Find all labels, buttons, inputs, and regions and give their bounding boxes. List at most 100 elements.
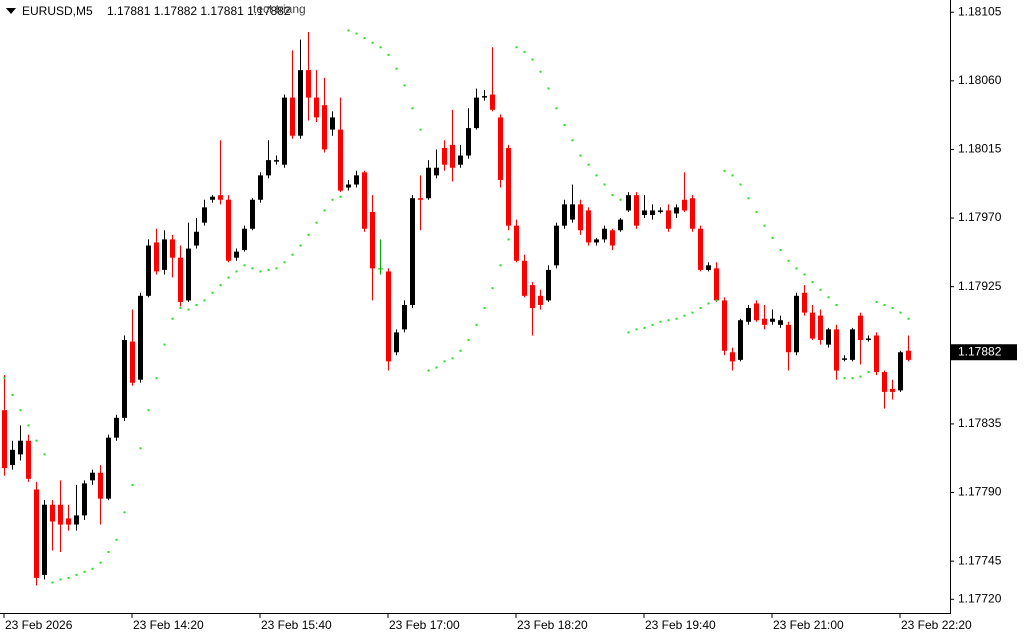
sar-dot	[811, 281, 814, 284]
sar-dot	[803, 273, 806, 276]
candle-body	[138, 295, 143, 380]
candle-body	[362, 172, 367, 229]
y-tick-label: 1.18015	[958, 142, 1002, 156]
sar-dot	[883, 303, 886, 306]
menu-arrow[interactable]	[6, 8, 16, 14]
sar-dot	[675, 317, 678, 320]
sar-dot	[491, 287, 494, 290]
sar-dot	[179, 307, 182, 310]
sar-dot	[483, 307, 486, 310]
sar-dot	[315, 221, 318, 224]
sar-dot	[603, 183, 606, 186]
candle-body	[810, 312, 815, 339]
sar-dot	[259, 270, 262, 273]
sar-dot	[163, 343, 166, 346]
x-tick-label: 23 Feb 21:00	[773, 618, 844, 632]
y-tick-label: 1.17745	[958, 553, 1002, 567]
sar-dot	[459, 349, 462, 352]
sar-dot	[859, 375, 862, 378]
y-tick-label: 1.17970	[958, 210, 1002, 224]
sar-dot	[899, 311, 902, 314]
sar-dot	[595, 174, 598, 177]
candle-body	[274, 160, 279, 162]
candle-body	[202, 207, 207, 223]
plot	[2, 29, 911, 586]
sar-dot	[587, 163, 590, 166]
sar-dot	[851, 377, 854, 380]
candle-body	[610, 230, 615, 246]
candle-body	[482, 96, 487, 98]
sar-dot	[555, 107, 558, 110]
sar-dot	[795, 267, 798, 270]
sar-dot	[195, 303, 198, 306]
y-tick-label: 1.18060	[958, 73, 1002, 87]
candle-body	[418, 198, 423, 200]
candle-body	[554, 225, 559, 266]
sar-dot	[395, 67, 398, 70]
sar-dot	[67, 576, 70, 579]
candle-body	[106, 437, 111, 499]
symbol: EURUSD,M5	[22, 4, 93, 18]
sar-dot	[275, 267, 278, 270]
sar-dot	[203, 299, 206, 302]
candle-body	[562, 204, 567, 226]
candle-body	[178, 257, 183, 302]
candle-body	[514, 225, 519, 261]
candle-body	[354, 175, 359, 185]
sar-dot	[451, 357, 454, 360]
candle-body	[186, 248, 191, 301]
sar-dot	[627, 331, 630, 334]
candle-body	[898, 352, 903, 391]
y-tick-label: 1.18105	[958, 4, 1002, 18]
candle-body	[450, 144, 455, 168]
sar-dot	[731, 174, 734, 177]
sar-dot	[739, 183, 742, 186]
candle-body	[122, 340, 127, 418]
sar-dot	[227, 276, 230, 279]
sar-dot	[3, 377, 6, 380]
candle-body	[714, 268, 719, 301]
sar-dot	[347, 29, 350, 32]
candle-body	[242, 228, 247, 251]
candle-body	[546, 269, 551, 301]
candle-body	[650, 210, 655, 216]
candle-body	[858, 315, 863, 341]
candle-body	[626, 195, 631, 211]
candle-body	[658, 210, 663, 212]
candle-body	[682, 199, 687, 211]
candle-body	[642, 210, 647, 216]
candle-body	[874, 335, 879, 373]
candle-body	[234, 251, 239, 258]
sar-dot	[531, 58, 534, 61]
candle-body	[154, 242, 159, 272]
sar-dot	[339, 195, 342, 198]
sar-dot	[403, 84, 406, 87]
x-tick-label: 23 Feb 22:20	[901, 618, 972, 632]
candle-body	[442, 147, 447, 165]
candle-body	[90, 472, 95, 481]
sar-dot	[691, 311, 694, 314]
sar-dot	[499, 264, 502, 267]
sar-dot	[43, 453, 46, 456]
sar-dot	[707, 302, 710, 305]
candle-body	[490, 94, 495, 110]
candle-body	[466, 128, 471, 156]
candle-body	[674, 207, 679, 214]
candle-body	[378, 268, 383, 270]
candle-body	[282, 97, 287, 165]
sar-dot	[579, 154, 582, 157]
candle-body	[10, 449, 15, 466]
annotation: tect triang	[253, 2, 306, 16]
candle-body	[98, 472, 103, 499]
candle-body	[706, 265, 711, 270]
candle-body	[298, 70, 303, 136]
candle-body	[370, 211, 375, 269]
sar-dot	[539, 70, 542, 73]
sar-dot	[443, 360, 446, 363]
sar-dot	[291, 253, 294, 256]
sar-dot	[867, 371, 870, 374]
sar-dot	[59, 578, 62, 581]
sar-dot	[267, 268, 270, 271]
candle-body	[434, 167, 439, 176]
